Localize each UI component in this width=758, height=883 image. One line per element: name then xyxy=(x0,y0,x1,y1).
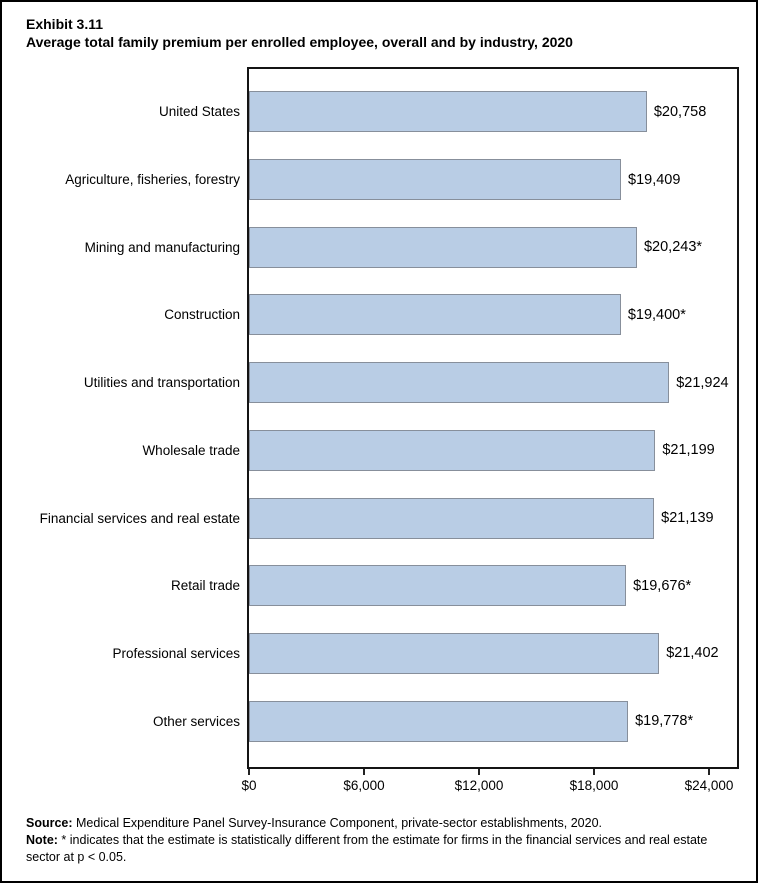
x-tick-label: $6,000 xyxy=(343,778,385,793)
x-tick-mark xyxy=(363,769,365,775)
category-label: Mining and manufacturing xyxy=(84,239,240,255)
value-label: $21,402 xyxy=(666,645,719,662)
chart-subtitle: Average total family premium per enrolle… xyxy=(26,34,573,50)
x-tick-label: $24,000 xyxy=(684,778,734,793)
x-tick-label: $18,000 xyxy=(569,778,619,793)
value-label: $21,199 xyxy=(662,442,715,459)
chart-row: Professional services $21,402 xyxy=(112,620,737,688)
chart-row: Retail trade $19,676* xyxy=(171,552,737,620)
exhibit-number: Exhibit 3.11 xyxy=(26,16,104,32)
value-label: $19,778* xyxy=(635,713,694,730)
category-label: Construction xyxy=(164,307,240,323)
category-label: United States xyxy=(158,104,240,120)
chart-row: Construction $19,400* xyxy=(164,281,737,349)
value-label: $20,243* xyxy=(643,239,703,256)
category-label: Agriculture, fisheries, forestry xyxy=(65,172,240,188)
chart-row: Agriculture, fisheries, forestry $19,409 xyxy=(65,146,737,214)
category-label: Retail trade xyxy=(170,578,240,594)
source-label: Source: xyxy=(26,816,73,830)
value-label: $19,409 xyxy=(628,171,681,188)
value-label: $19,400* xyxy=(627,306,686,323)
chart-row: Mining and manufacturing $20,243* xyxy=(85,213,737,281)
bar xyxy=(249,632,660,674)
bar xyxy=(249,565,627,607)
x-tick-mark xyxy=(708,769,710,775)
footer-notes: Source: Medical Expenditure Panel Survey… xyxy=(26,815,740,866)
chart-row: Wholesale trade $21,199 xyxy=(142,417,737,485)
category-label: Other services xyxy=(152,713,240,729)
value-label: $19,676* xyxy=(633,577,692,594)
chart-title: Exhibit 3.11 Average total family premiu… xyxy=(26,15,573,51)
chart-area: United States $20,758 Agriculture, fisheri… xyxy=(40,67,739,793)
note-line: Note: * indicates that the estimate is s… xyxy=(26,832,740,866)
source-line: Source: Medical Expenditure Panel Survey… xyxy=(26,815,740,832)
value-label: $21,924 xyxy=(676,374,729,391)
bar xyxy=(249,429,656,471)
bars-container: United States $20,758 Agriculture, fisheri… xyxy=(40,78,737,755)
bar xyxy=(249,362,670,404)
x-axis: $0 $6,000 $12,000 $18,000 $24,000 xyxy=(241,769,739,803)
bar xyxy=(249,497,655,539)
bar xyxy=(249,294,621,336)
x-tick-label: $0 xyxy=(241,778,257,793)
x-tick-mark xyxy=(478,769,480,775)
x-tick-label: $12,000 xyxy=(454,778,504,793)
category-label: Wholesale trade xyxy=(142,442,240,458)
category-label: Professional services xyxy=(112,645,240,661)
chart-row: Financial services and real estate $21,13… xyxy=(40,484,737,552)
source-text: Medical Expenditure Panel Survey-Insuran… xyxy=(72,816,602,830)
chart-row: United States $20,758 xyxy=(159,78,737,146)
category-label: Utilities and transportation xyxy=(83,375,240,391)
bar xyxy=(249,159,621,201)
bar xyxy=(249,700,629,742)
category-label: Financial services and real estate xyxy=(39,510,240,526)
x-tick-mark xyxy=(248,769,250,775)
chart-row: Utilities and transportation $21,924 xyxy=(84,349,737,417)
bar xyxy=(249,226,637,268)
chart-row: Other services $19,778* xyxy=(153,687,737,755)
plot-area xyxy=(247,67,739,769)
value-label: $21,139 xyxy=(661,510,714,527)
value-label: $20,758 xyxy=(653,103,707,120)
bar xyxy=(249,91,647,133)
x-tick-mark xyxy=(593,769,595,775)
note-text: * indicates that the estimate is statist… xyxy=(26,833,708,864)
note-label: Note: xyxy=(26,833,58,847)
